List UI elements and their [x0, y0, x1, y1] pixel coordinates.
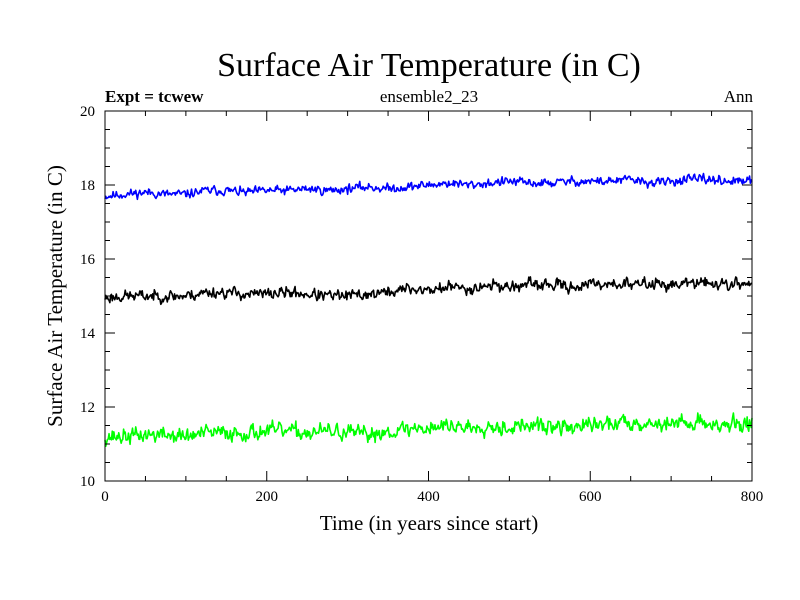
plot-frame [104, 110, 753, 482]
ensemble-label: ensemble2_23 [380, 87, 478, 106]
x-tick-label: 200 [256, 489, 279, 505]
chart-title: Surface Air Temperature (in C) [217, 47, 641, 84]
y-tick-label: 16 [80, 252, 96, 268]
period-label: Ann [724, 87, 754, 106]
y-tick-label: 20 [80, 104, 95, 120]
x-tick-label: 0 [101, 489, 109, 505]
tick-layer: 0 200 400 600 800 10 12 14 16 18 20 [80, 104, 763, 505]
x-tick-label: 400 [417, 489, 440, 505]
y-tick-label: 18 [80, 178, 95, 194]
series-layer [104, 172, 753, 447]
y-tick-label: 12 [80, 400, 95, 416]
y-tick-label: 10 [80, 474, 95, 490]
x-tick-label: 600 [579, 489, 602, 505]
y-tick-label: 14 [80, 326, 96, 342]
experiment-label: Expt = tcwew [105, 87, 204, 106]
x-axis-label: Time (in years since start) [320, 511, 539, 535]
series-line-lower [104, 412, 753, 447]
series-line-upper [104, 172, 753, 201]
x-tick-label: 800 [741, 489, 764, 505]
series-line-middle [104, 276, 753, 306]
y-axis-label: Surface Air Temperature (in C) [43, 165, 67, 427]
